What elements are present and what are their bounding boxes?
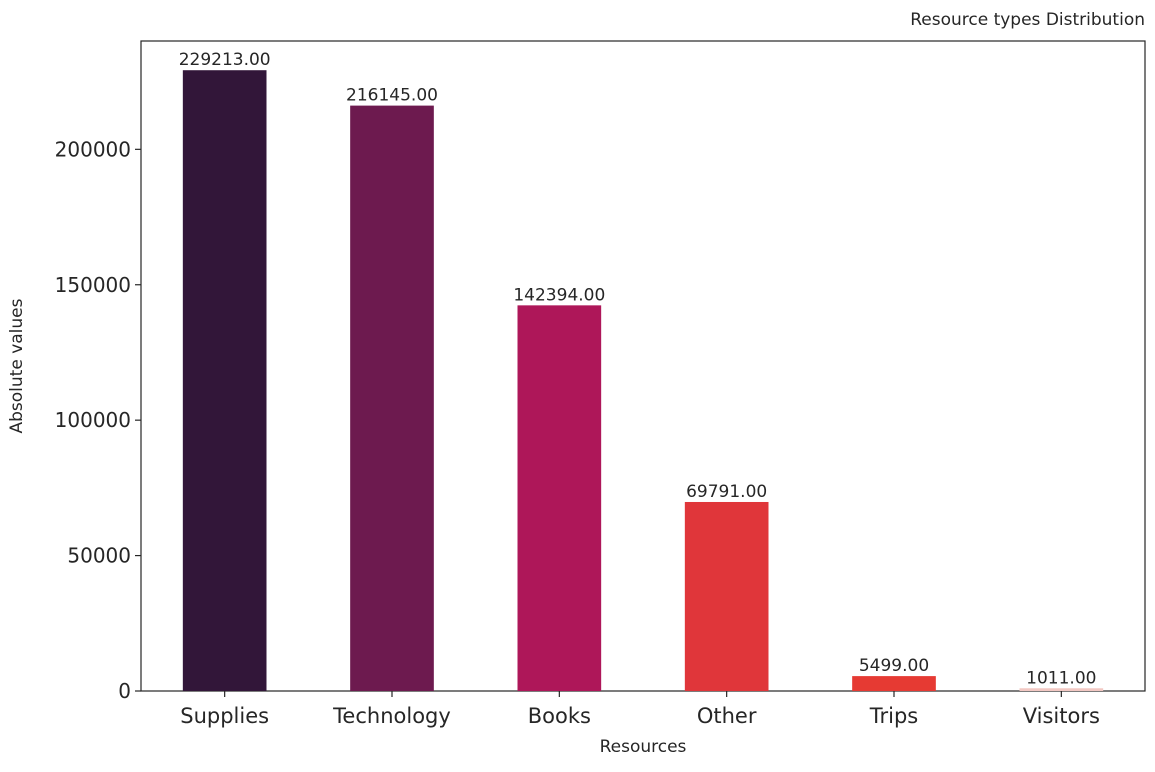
x-tick-label-books: Books [528,704,591,728]
y-axis-ticks: 0 50000 100000 150000 200000 [55,137,141,703]
y-tick-label: 0 [118,679,131,703]
x-tick-label-visitors: Visitors [1023,704,1100,728]
x-tick-label-other: Other [697,704,757,728]
x-axis-ticks: Supplies Technology Books Other Trips Visitor… [180,691,1100,728]
chart-title: Resource types Distribution [910,10,1145,30]
x-axis-title: Resources [600,737,687,757]
y-axis-title: Absolute values [7,298,27,433]
data-label-other: 69791.00 [686,482,767,502]
y-tick-label: 50000 [67,544,131,568]
data-label-technology: 216145.00 [346,86,438,106]
bars-layer [182,70,1104,692]
plot-frame [140,40,1146,692]
data-label-supplies: 229213.00 [179,50,271,70]
data-labels: 229213.00 216145.00 142394.00 69791.00 5499.… [179,50,1097,688]
bar-trips [852,676,936,691]
data-label-books: 142394.00 [513,285,605,305]
bar-technology [350,105,434,691]
y-tick-label: 100000 [55,408,131,432]
y-tick-label: 150000 [55,273,131,297]
data-label-visitors: 1011.00 [1026,668,1096,688]
bar-other [684,501,769,691]
bar-books [517,305,602,691]
x-tick-label-trips: Trips [869,704,918,728]
bar-visitors [1019,688,1104,691]
bar-supplies [182,70,267,692]
x-tick-label-supplies: Supplies [180,704,269,728]
x-tick-label-technology: Technology [332,704,451,728]
data-label-trips: 5499.00 [859,656,929,676]
y-tick-label: 200000 [55,137,131,161]
